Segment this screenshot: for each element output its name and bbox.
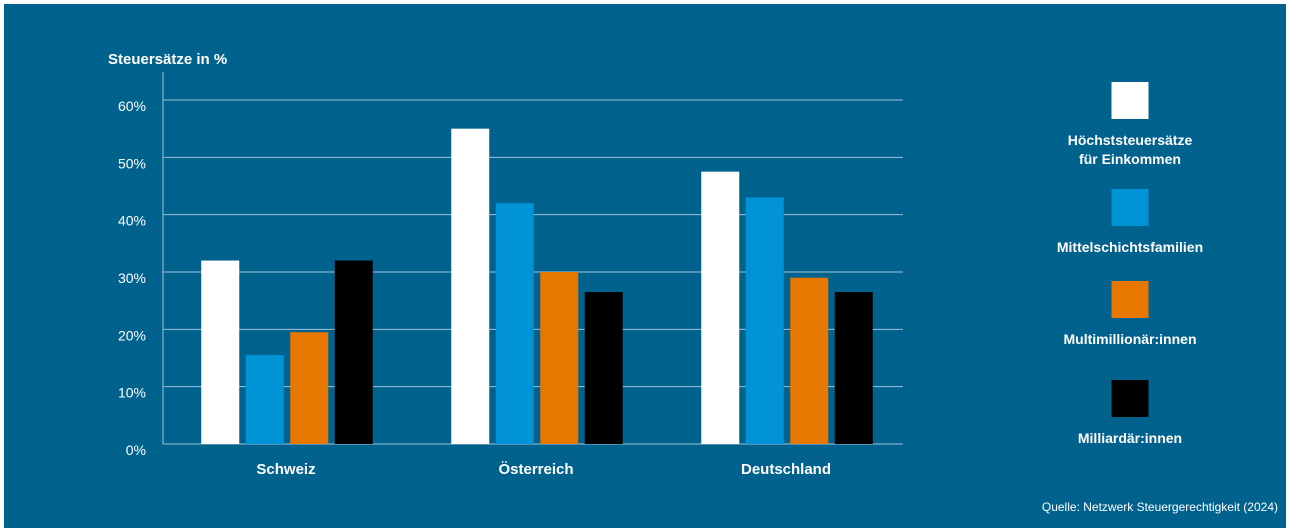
y-tick-label: 20%	[118, 327, 146, 343]
source-note: Quelle: Netzwerk Steuergerechtigkeit (20…	[1042, 500, 1278, 514]
bar	[540, 272, 579, 444]
bar	[745, 197, 784, 444]
y-tick-labels: 0% 10% 20% 30% 40% 50% 60%	[118, 98, 146, 458]
category-label: Österreich	[498, 461, 573, 478]
bar	[584, 292, 623, 444]
legend-swatch	[1111, 189, 1149, 226]
bar	[290, 332, 329, 444]
y-tick-label: 40%	[118, 213, 146, 229]
y-tick-label: 50%	[118, 155, 146, 171]
bar	[790, 277, 829, 444]
y-tick-label: 30%	[118, 270, 146, 286]
bar	[834, 292, 873, 444]
legend-swatch	[1111, 82, 1149, 119]
legend-label: Mittelschichtsfamilien	[1057, 239, 1203, 255]
bar	[701, 171, 740, 444]
bar	[334, 260, 373, 444]
legend-label: Multimillionär:innen	[1064, 331, 1197, 347]
y-tick-label: 60%	[118, 98, 146, 114]
bar	[451, 128, 490, 444]
category-label: Deutschland	[741, 461, 831, 478]
bar	[495, 203, 534, 444]
bar	[245, 355, 284, 444]
category-label: Schweiz	[256, 461, 315, 478]
legend-label: für Einkommen	[1079, 151, 1181, 167]
bar	[201, 260, 240, 444]
legend-swatch	[1111, 380, 1149, 417]
legend: Höchststeuersätze für Einkommen Mittelschi…	[1057, 82, 1203, 446]
y-tick-label: 10%	[118, 385, 146, 401]
legend-label: Milliardär:innen	[1078, 430, 1182, 446]
legend-label: Höchststeuersätze	[1068, 132, 1193, 148]
y-axis-title: Steuersätze in %	[108, 51, 227, 68]
bars	[201, 128, 873, 444]
y-tick-label: 0%	[126, 442, 146, 458]
category-labels: Schweiz Österreich Deutschland	[256, 461, 831, 478]
legend-swatch	[1111, 281, 1149, 318]
